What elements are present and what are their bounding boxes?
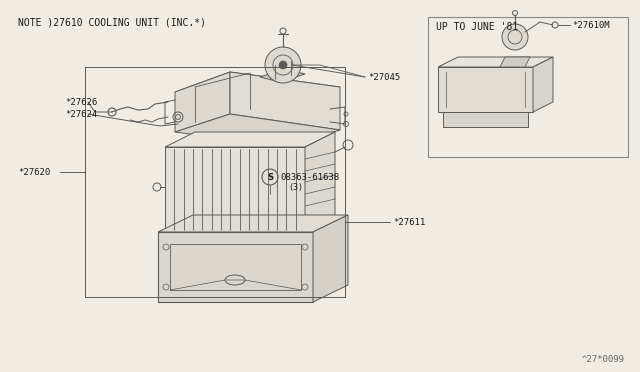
Polygon shape — [158, 232, 313, 302]
Polygon shape — [443, 112, 528, 127]
Text: 08363-61638: 08363-61638 — [280, 173, 339, 182]
Text: (3): (3) — [288, 183, 303, 192]
Circle shape — [502, 24, 528, 50]
Text: S: S — [267, 173, 273, 182]
Polygon shape — [533, 57, 553, 112]
Circle shape — [279, 61, 287, 69]
Text: ^27*0099: ^27*0099 — [582, 355, 625, 364]
Text: *27610M: *27610M — [572, 20, 610, 29]
Polygon shape — [230, 72, 340, 130]
Text: *27626: *27626 — [65, 97, 97, 106]
Polygon shape — [175, 114, 340, 147]
Circle shape — [265, 47, 301, 83]
Text: UP TO JUNE '81: UP TO JUNE '81 — [436, 22, 518, 32]
Polygon shape — [260, 69, 305, 82]
Text: *27611: *27611 — [393, 218, 425, 227]
Text: NOTE )27610 COOLING UNIT (INC.*): NOTE )27610 COOLING UNIT (INC.*) — [18, 17, 206, 27]
Polygon shape — [175, 72, 230, 132]
Polygon shape — [165, 147, 305, 232]
Polygon shape — [438, 67, 533, 112]
Polygon shape — [313, 215, 348, 302]
Polygon shape — [305, 132, 335, 232]
Text: *27620: *27620 — [18, 167, 51, 176]
Bar — [428, 17, 628, 157]
Polygon shape — [158, 215, 348, 232]
Text: *27624: *27624 — [65, 109, 97, 119]
Polygon shape — [438, 57, 553, 67]
Polygon shape — [500, 57, 530, 67]
Text: *27045: *27045 — [368, 73, 400, 81]
Polygon shape — [165, 132, 335, 147]
Polygon shape — [175, 72, 340, 107]
